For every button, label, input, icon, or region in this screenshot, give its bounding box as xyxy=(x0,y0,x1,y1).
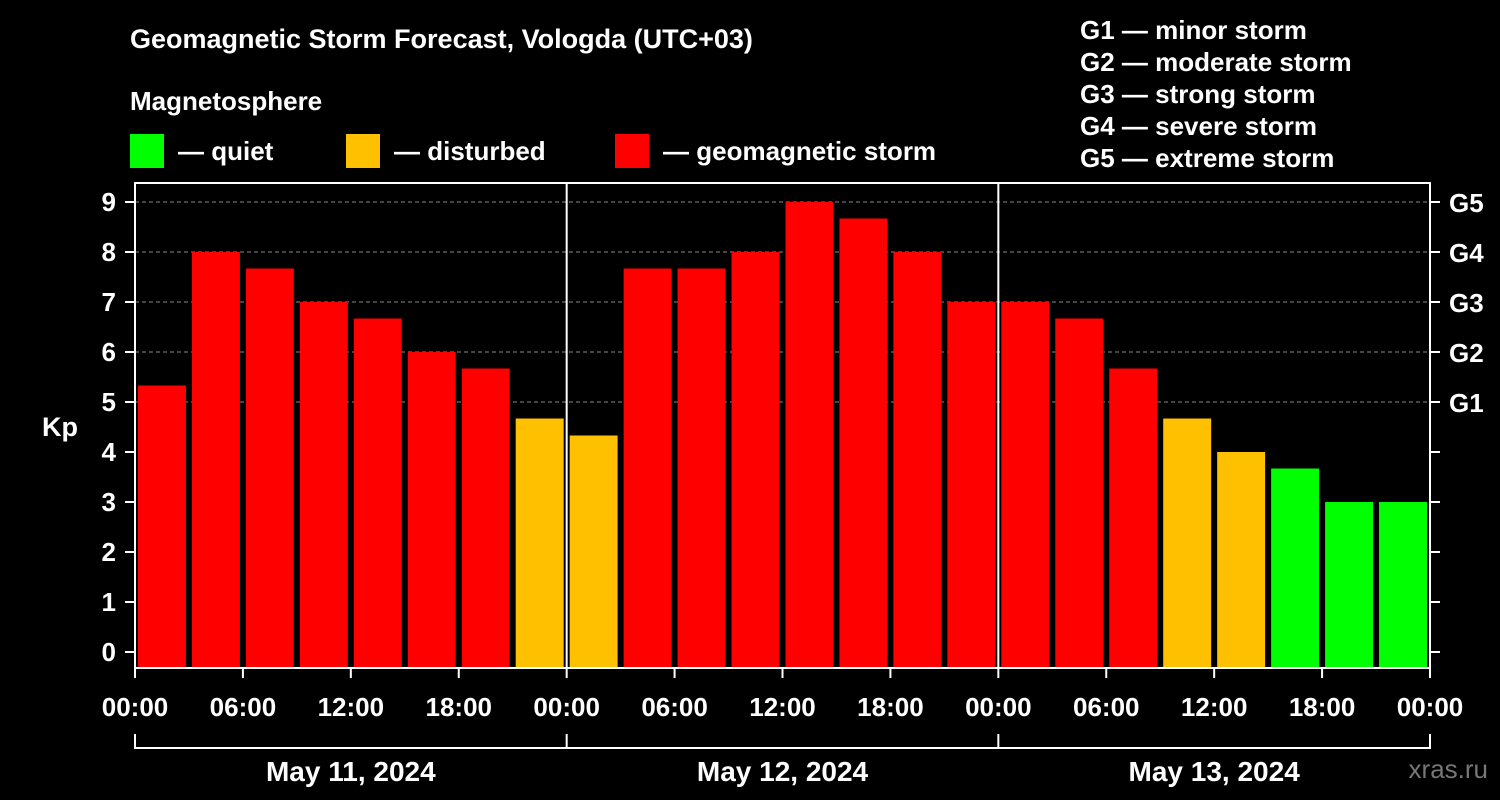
legend-item-disturbed: — disturbed xyxy=(346,134,546,168)
kp-bar xyxy=(1001,302,1050,668)
x-tick-label: 18:00 xyxy=(857,692,924,722)
x-tick-label: 18:00 xyxy=(426,692,493,722)
y-tick-label: 1 xyxy=(102,587,116,617)
y-tick-label: 6 xyxy=(102,337,116,367)
g-scale-g5: G5 — extreme storm xyxy=(1080,143,1335,173)
kp-bar xyxy=(569,435,618,668)
x-tick-label: 06:00 xyxy=(210,692,277,722)
kp-bar xyxy=(677,268,726,668)
g-scale-legend: G1 — minor storm G2 — moderate storm G3 … xyxy=(1080,14,1352,174)
g-level-label: G2 xyxy=(1449,338,1484,368)
y-tick-label: 9 xyxy=(102,187,116,217)
x-tick-label: 18:00 xyxy=(1289,692,1356,722)
chart-title: Geomagnetic Storm Forecast, Vologda (UTC… xyxy=(130,24,753,54)
legend-swatch-storm xyxy=(615,134,649,168)
x-tick-label: 06:00 xyxy=(641,692,708,722)
kp-bar xyxy=(191,252,240,668)
legend-title: Magnetosphere xyxy=(130,86,323,116)
legend-item-storm: — geomagnetic storm xyxy=(615,134,936,168)
kp-bar xyxy=(138,385,186,668)
x-tick-label: 12:00 xyxy=(318,692,385,722)
legend-label-storm: — geomagnetic storm xyxy=(663,135,937,166)
x-tick-label: 00:00 xyxy=(533,692,600,722)
x-tick-label: 00:00 xyxy=(1397,692,1464,722)
x-tick-label: 12:00 xyxy=(1181,692,1248,722)
g-level-label: G5 xyxy=(1449,188,1484,218)
kp-bar xyxy=(245,268,294,668)
g-scale-g1: G1 — minor storm xyxy=(1080,15,1307,45)
kp-bar xyxy=(947,302,996,668)
x-tick-label: 06:00 xyxy=(1073,692,1140,722)
kp-bar xyxy=(407,352,456,668)
kp-bar xyxy=(1379,502,1427,668)
y-tick-label: 7 xyxy=(102,287,116,317)
y-tick-label: 3 xyxy=(102,487,116,517)
x-tick-label: 00:00 xyxy=(102,692,169,722)
watermark: xras.ru xyxy=(1408,754,1488,784)
y-tick-label: 2 xyxy=(102,537,116,567)
legend-item-quiet: — quiet xyxy=(130,134,273,168)
g-level-label: G1 xyxy=(1449,388,1484,418)
kp-bar xyxy=(839,218,888,668)
x-tick-label: 00:00 xyxy=(965,692,1032,722)
g-level-label: G4 xyxy=(1449,238,1484,268)
day-label: May 11, 2024 xyxy=(266,756,436,787)
kp-bar xyxy=(299,302,348,668)
kp-bar xyxy=(353,318,402,668)
g-scale-g4: G4 — severe storm xyxy=(1080,111,1318,141)
kp-bar xyxy=(731,252,780,668)
legend-label-quiet: — quiet xyxy=(178,135,274,166)
kp-bar xyxy=(1325,502,1374,668)
day-label: May 12, 2024 xyxy=(697,756,869,787)
y-tick-label: 4 xyxy=(102,437,117,467)
y-axis-label: Kp xyxy=(42,412,78,442)
y-tick-label: 5 xyxy=(102,387,116,417)
legend-swatch-disturbed xyxy=(346,134,380,168)
y-tick-label: 0 xyxy=(102,637,116,667)
x-tick-label: 12:00 xyxy=(749,692,816,722)
kp-bar xyxy=(1055,318,1104,668)
kp-bar xyxy=(1271,468,1320,668)
g-scale-g3: G3 — strong storm xyxy=(1080,79,1316,109)
kp-bar xyxy=(1217,452,1266,668)
kp-bar xyxy=(461,368,510,668)
legend-label-disturbed: — disturbed xyxy=(394,135,546,166)
kp-bar xyxy=(515,418,564,668)
kp-bar xyxy=(1163,418,1212,668)
g-scale-g2: G2 — moderate storm xyxy=(1080,47,1352,77)
y-tick-label: 8 xyxy=(102,237,116,267)
g-level-label: G3 xyxy=(1449,288,1484,318)
kp-bar xyxy=(785,202,834,668)
day-label: May 13, 2024 xyxy=(1129,756,1301,787)
kp-bar xyxy=(623,268,672,668)
kp-bar xyxy=(1109,368,1158,668)
legend-swatch-quiet xyxy=(130,134,164,168)
kp-bar xyxy=(893,252,942,668)
